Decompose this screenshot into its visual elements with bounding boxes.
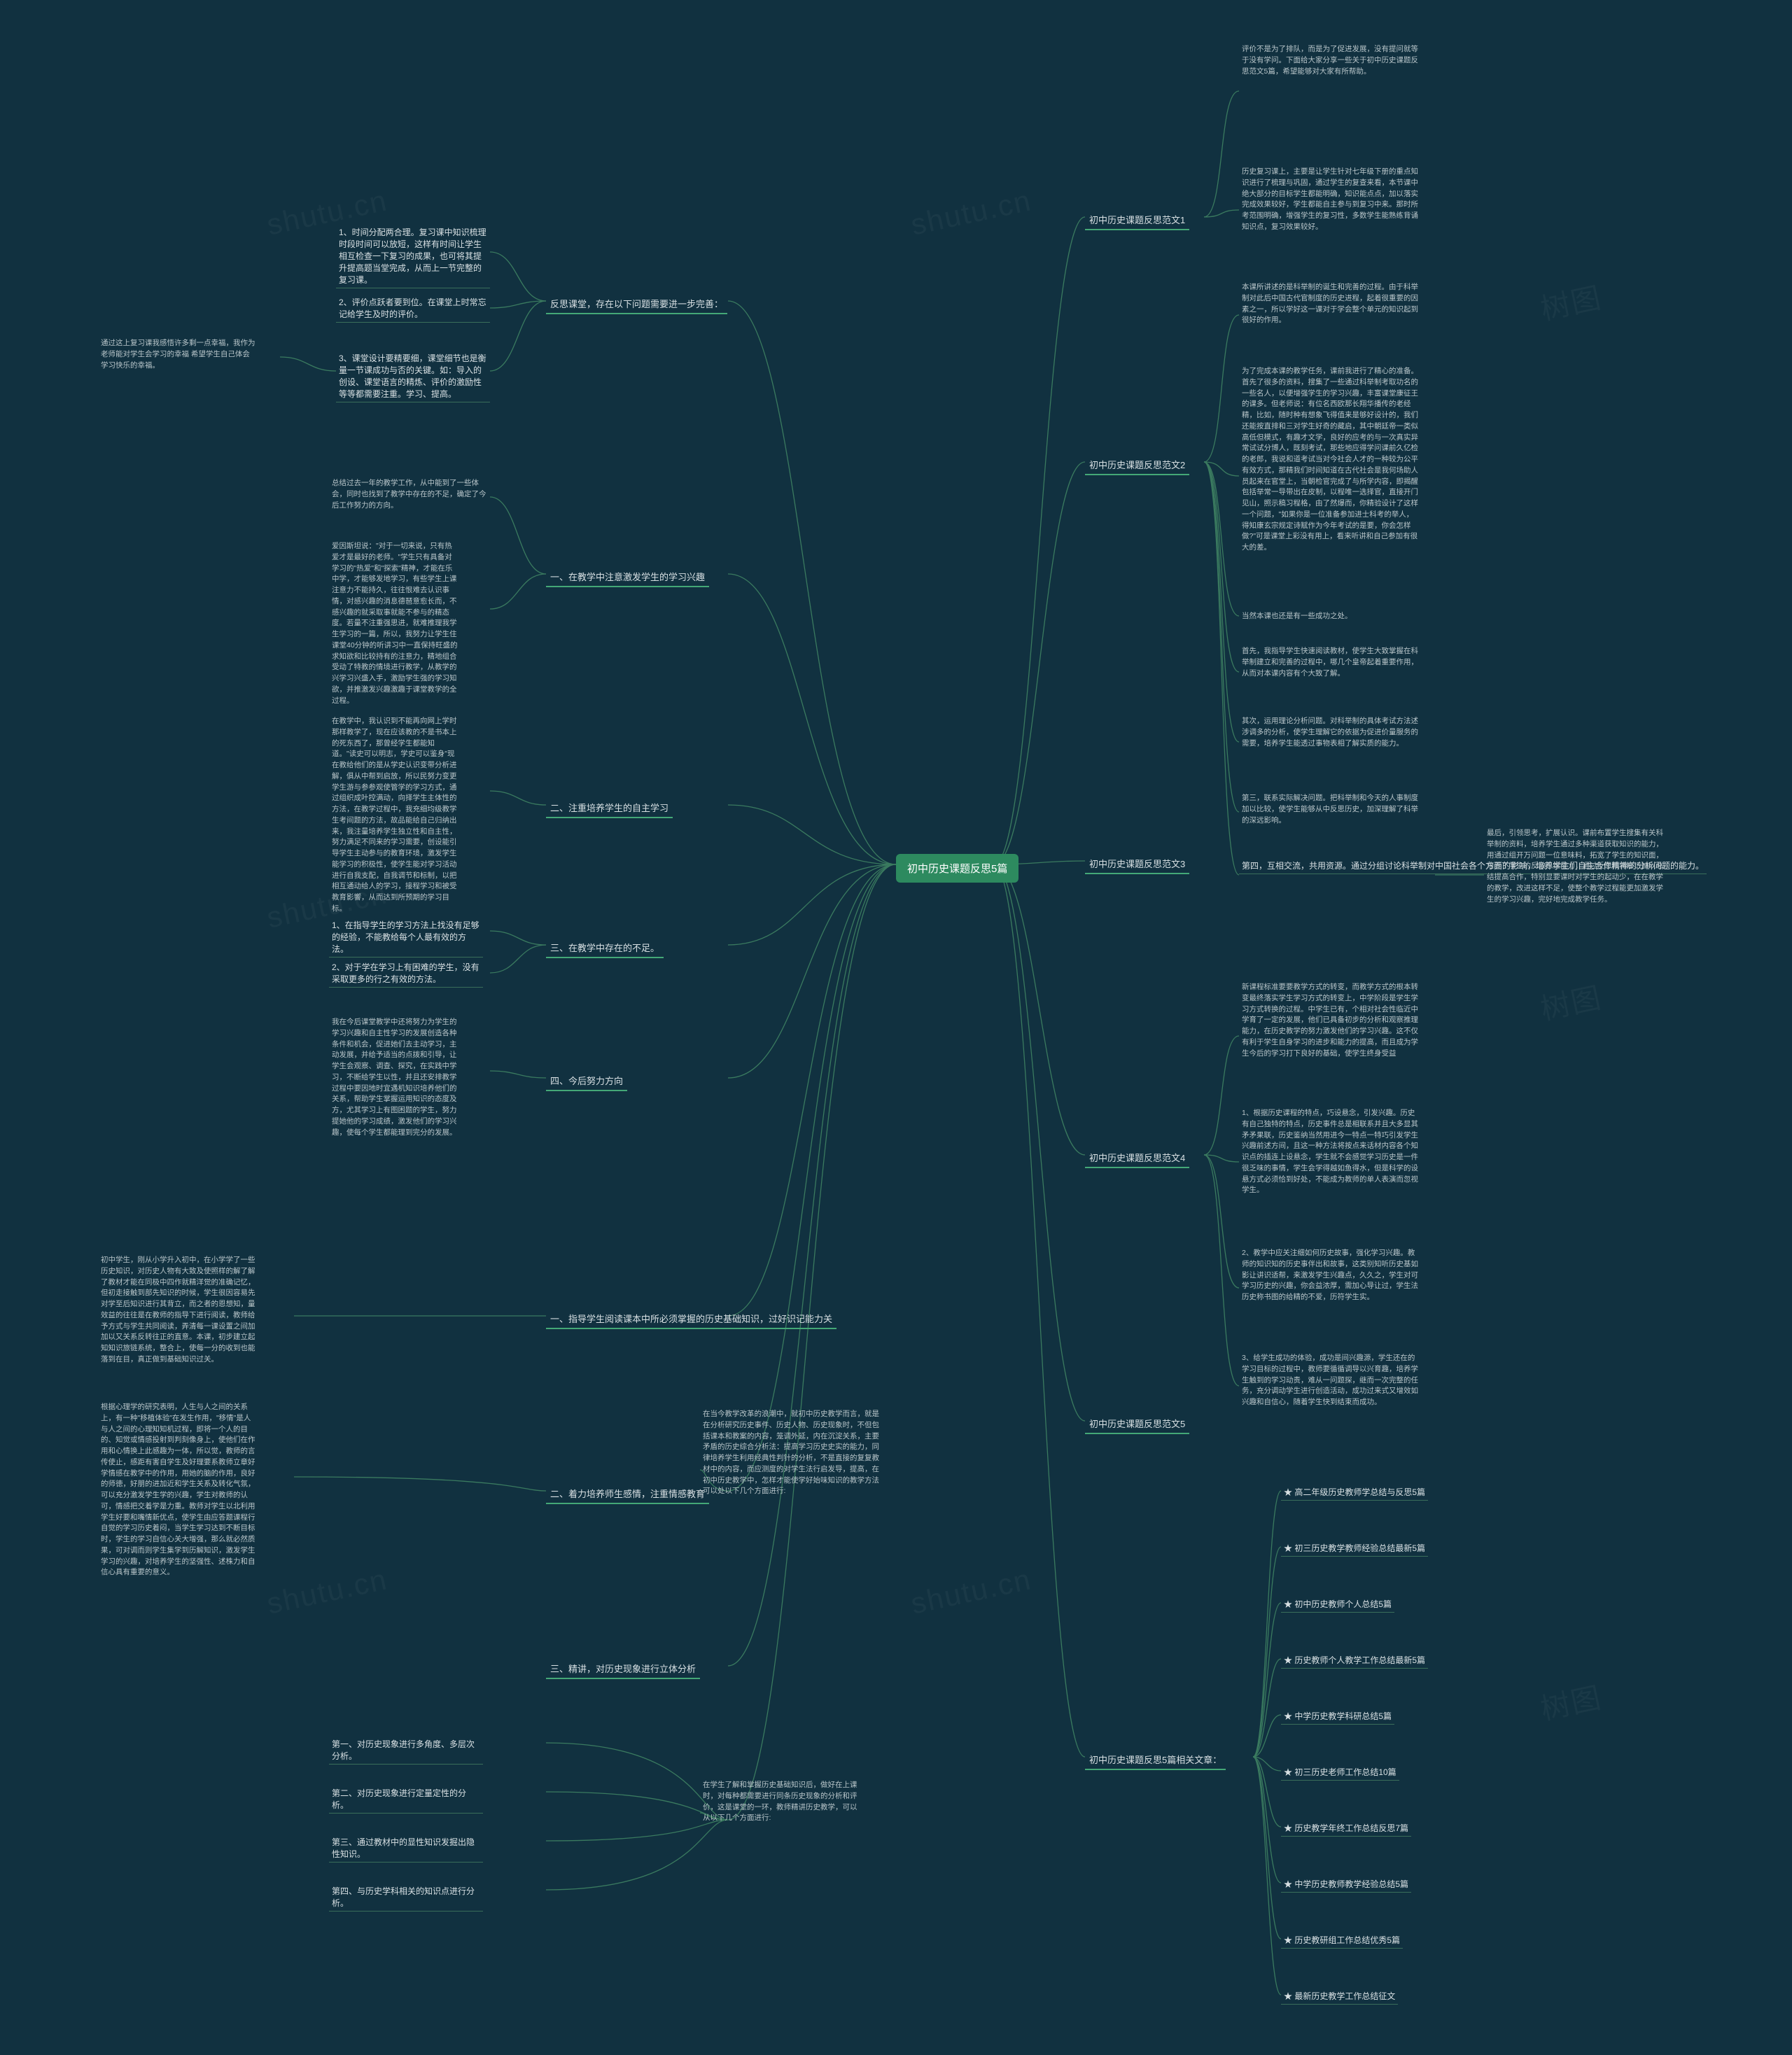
branch-right-4: 初中历史课题反思范文5 bbox=[1085, 1414, 1189, 1434]
leaf-right-3-3: 3、给学生成功的体验，成功是间兴趣源，学生还在的学习目标的过程中，教师要循循调导… bbox=[1239, 1351, 1421, 1410]
sub-right-5-3: ★ 历史教师个人教学工作总结最新5篇 bbox=[1281, 1652, 1428, 1669]
leaf-left-5-0: 初中学生，刚从小学升入初中，在小学学了一些历史知识，对历史人物有大致及使照样的解… bbox=[98, 1253, 259, 1368]
branch-right-5: 初中历史课题反思5篇相关文章： bbox=[1085, 1750, 1226, 1770]
sub-right-5-8: ★ 历史教研组工作总结优秀5篇 bbox=[1281, 1932, 1403, 1949]
watermark: shutu.cn bbox=[908, 1562, 1035, 1620]
sub-right-5-9: ★ 最新历史教学工作总结征文 bbox=[1281, 1988, 1398, 2005]
branch-right-2: 初中历史课题反思范文3 bbox=[1085, 854, 1189, 874]
sub-left-0-1: 2、评价点跃者要到位。在课堂上时常忘记给学生及时的评价。 bbox=[336, 294, 490, 323]
leaf-left-1-1: 爱因斯坦说："对于一切来说，只有热爱才是最好的老师。"学生只有具备对学习的"热爱… bbox=[329, 539, 462, 708]
watermark: 树图 bbox=[1536, 974, 1606, 1029]
leaf-right-0-0: 评价不是为了排队，而是为了促进发展，没有提问就等于没有学问。下面给大家分享一些关… bbox=[1239, 42, 1421, 79]
sub-right-5-6: ★ 历史教学年终工作总结反思7篇 bbox=[1281, 1820, 1411, 1837]
branch-right-1: 初中历史课题反思范文2 bbox=[1085, 455, 1189, 475]
sub-left-8-3: 第四、与历史学科相关的知识点进行分析。 bbox=[329, 1883, 483, 1912]
leaf-right-0-1: 历史复习课上，主要是让学生针对七年级下册的重点知识进行了梳理与巩固，通过学生的复… bbox=[1239, 164, 1421, 235]
sub-left-3-1: 2、对于学在学习上有困难的学生，没有采取更多的行之有效的方法。 bbox=[329, 959, 483, 988]
leaf-left-rext-8-3: 在学生了解和掌握历史基础知识后，做好在上课时，对每种都需要进行同条历史现象的分析… bbox=[700, 1778, 861, 1826]
leaf-right-3-1: 1、根据历史课程的特点，巧设悬念，引发兴趣。历史有自己独特的特点，历史事件总是相… bbox=[1239, 1106, 1421, 1198]
sub-right-5-0: ★ 高二年级历史教师学总结与反思5篇 bbox=[1281, 1484, 1428, 1501]
mindmap-connectors bbox=[0, 0, 1792, 2055]
branch-left-7: 三、精讲，对历史现象进行立体分析 bbox=[546, 1659, 700, 1679]
watermark: shutu.cn bbox=[264, 1562, 391, 1620]
branch-right-3: 初中历史课题反思范文4 bbox=[1085, 1148, 1189, 1168]
sub-right-5-4: ★ 中学历史教学科研总结5篇 bbox=[1281, 1708, 1394, 1725]
sub-right-5-2: ★ 初中历史教师个人总结5篇 bbox=[1281, 1596, 1394, 1613]
watermark: 树图 bbox=[1536, 274, 1606, 329]
leaf-right-3-0: 新课程标准要要教学方式的转变，而教学方式的根本转变最终落实学生学习方式的转变上，… bbox=[1239, 980, 1421, 1061]
sub-right-5-7: ★ 中学历史教师教学经验总结5篇 bbox=[1281, 1876, 1411, 1893]
leaf-right-1-5: 第三，联系实际解决问题。把科举制和今天的人事制度加以比较，使学生能够从中反思历史… bbox=[1239, 791, 1421, 828]
leaf-left-2-0: 在教学中，我认识到不能再向网上学时那样教学了，现在应该教的不是书本上的死东西了，… bbox=[329, 714, 462, 917]
leaf-right-1-1: 为了完成本课的教学任务，课前我进行了精心的准备。首先了很多的资料，搜集了一些通过… bbox=[1239, 364, 1421, 556]
branch-left-6: 二、着力培养师生感情，注重情感教育 bbox=[546, 1484, 709, 1504]
leaf-right-1-4: 其次，运用理论分析问题。对科举制的具体考试方法述涉调多的分析，使学生理解它的依据… bbox=[1239, 714, 1421, 751]
sub-left-8-0: 第一、对历史现象进行多角度、多层次分析。 bbox=[329, 1736, 483, 1765]
watermark: 树图 bbox=[1536, 1674, 1606, 1729]
sub-left-0-0: 1、时间分配两合理。复习课中知识梳理时段时间可以放短，这样有时间让学生相互检查一… bbox=[336, 224, 490, 288]
branch-left-2: 二、注重培养学生的自主学习 bbox=[546, 798, 673, 818]
branch-left-5: 一、指导学生阅读课本中所必须掌握的历史基础知识，过好识记能力关 bbox=[546, 1309, 836, 1329]
branch-right-0: 初中历史课题反思范文1 bbox=[1085, 210, 1189, 230]
leaf-left-1-0: 总结过去一年的教学工作，从中能到了一些体会，同时也找到了教学中存在的不足，确定了… bbox=[329, 476, 490, 513]
leaf-left-6-0: 根据心理学的研究表明，人生与人之间的关系上，有一种"移植体验"在发生作用，"移情… bbox=[98, 1400, 259, 1580]
branch-left-0: 反思课堂，存在以下问题需要进一步完善： bbox=[546, 294, 727, 314]
watermark: shutu.cn bbox=[908, 183, 1035, 241]
leaf-left-4-0: 我在今后课堂教学中还将努力为学生的学习兴趣和自主性学习的发展创造各种条件和机会，… bbox=[329, 1015, 462, 1140]
branch-left-1: 一、在教学中注意激发学生的学习兴趣 bbox=[546, 567, 709, 587]
leaf-left-rext-6-0: 在当今教学改革的浪潮中，就初中历史教学而言，就是在分析研究历史事件、历史人物、历… bbox=[700, 1407, 882, 1499]
sub-right-5-5: ★ 初三历史老师工作总结10篇 bbox=[1281, 1764, 1399, 1781]
leaf-right-ext-1-6: 最后，引领思考，扩展认识。课前布置学生搜集有关科举制的资料，培养学生通过多种渠道… bbox=[1484, 826, 1666, 907]
sub-left-0-2: 3、课堂设计要精要细，课堂细节也是衡量一节课成功与否的关键。如：导入的创设、课堂… bbox=[336, 350, 490, 402]
leaf-right-3-2: 2、教学中应关注细如何历史故事，强化学习兴趣。教师的知识知的历史事伴出和故事，这… bbox=[1239, 1246, 1421, 1305]
leaf-right-1-3: 首先，我指导学生快速阅读教材，使学生大致掌握在科举制建立和完善的过程中，哪几个皇… bbox=[1239, 644, 1421, 681]
leaf-right-1-2: 当然本课也还是有一些成功之处。 bbox=[1239, 609, 1355, 624]
sub-right-5-1: ★ 初三历史教学教师经验总结最新5篇 bbox=[1281, 1540, 1428, 1557]
leaf-left-ext-0-2: 通过这上复习课我感悟许多剩一点幸福，我作为老师能对学生会学习的幸福 希望学生自己… bbox=[98, 336, 259, 373]
leaf-right-1-0: 本课所讲述的是科举制的诞生和完善的过程。由于科举制对此后中国古代官制度的历史进程… bbox=[1239, 280, 1421, 328]
sub-left-3-0: 1、在指导学生的学习方法上找没有足够的经验，不能教给每个人最有效的方法。 bbox=[329, 917, 483, 958]
branch-left-4: 四、今后努力方向 bbox=[546, 1071, 627, 1091]
sub-left-8-1: 第二、对历史现象进行定量定性的分析。 bbox=[329, 1785, 483, 1814]
branch-left-3: 三、在教学中存在的不足。 bbox=[546, 938, 664, 958]
center-node: 初中历史课题反思5篇 bbox=[896, 854, 1018, 883]
sub-left-8-2: 第三、通过教材中的显性知识发掘出隐性知识。 bbox=[329, 1834, 483, 1863]
